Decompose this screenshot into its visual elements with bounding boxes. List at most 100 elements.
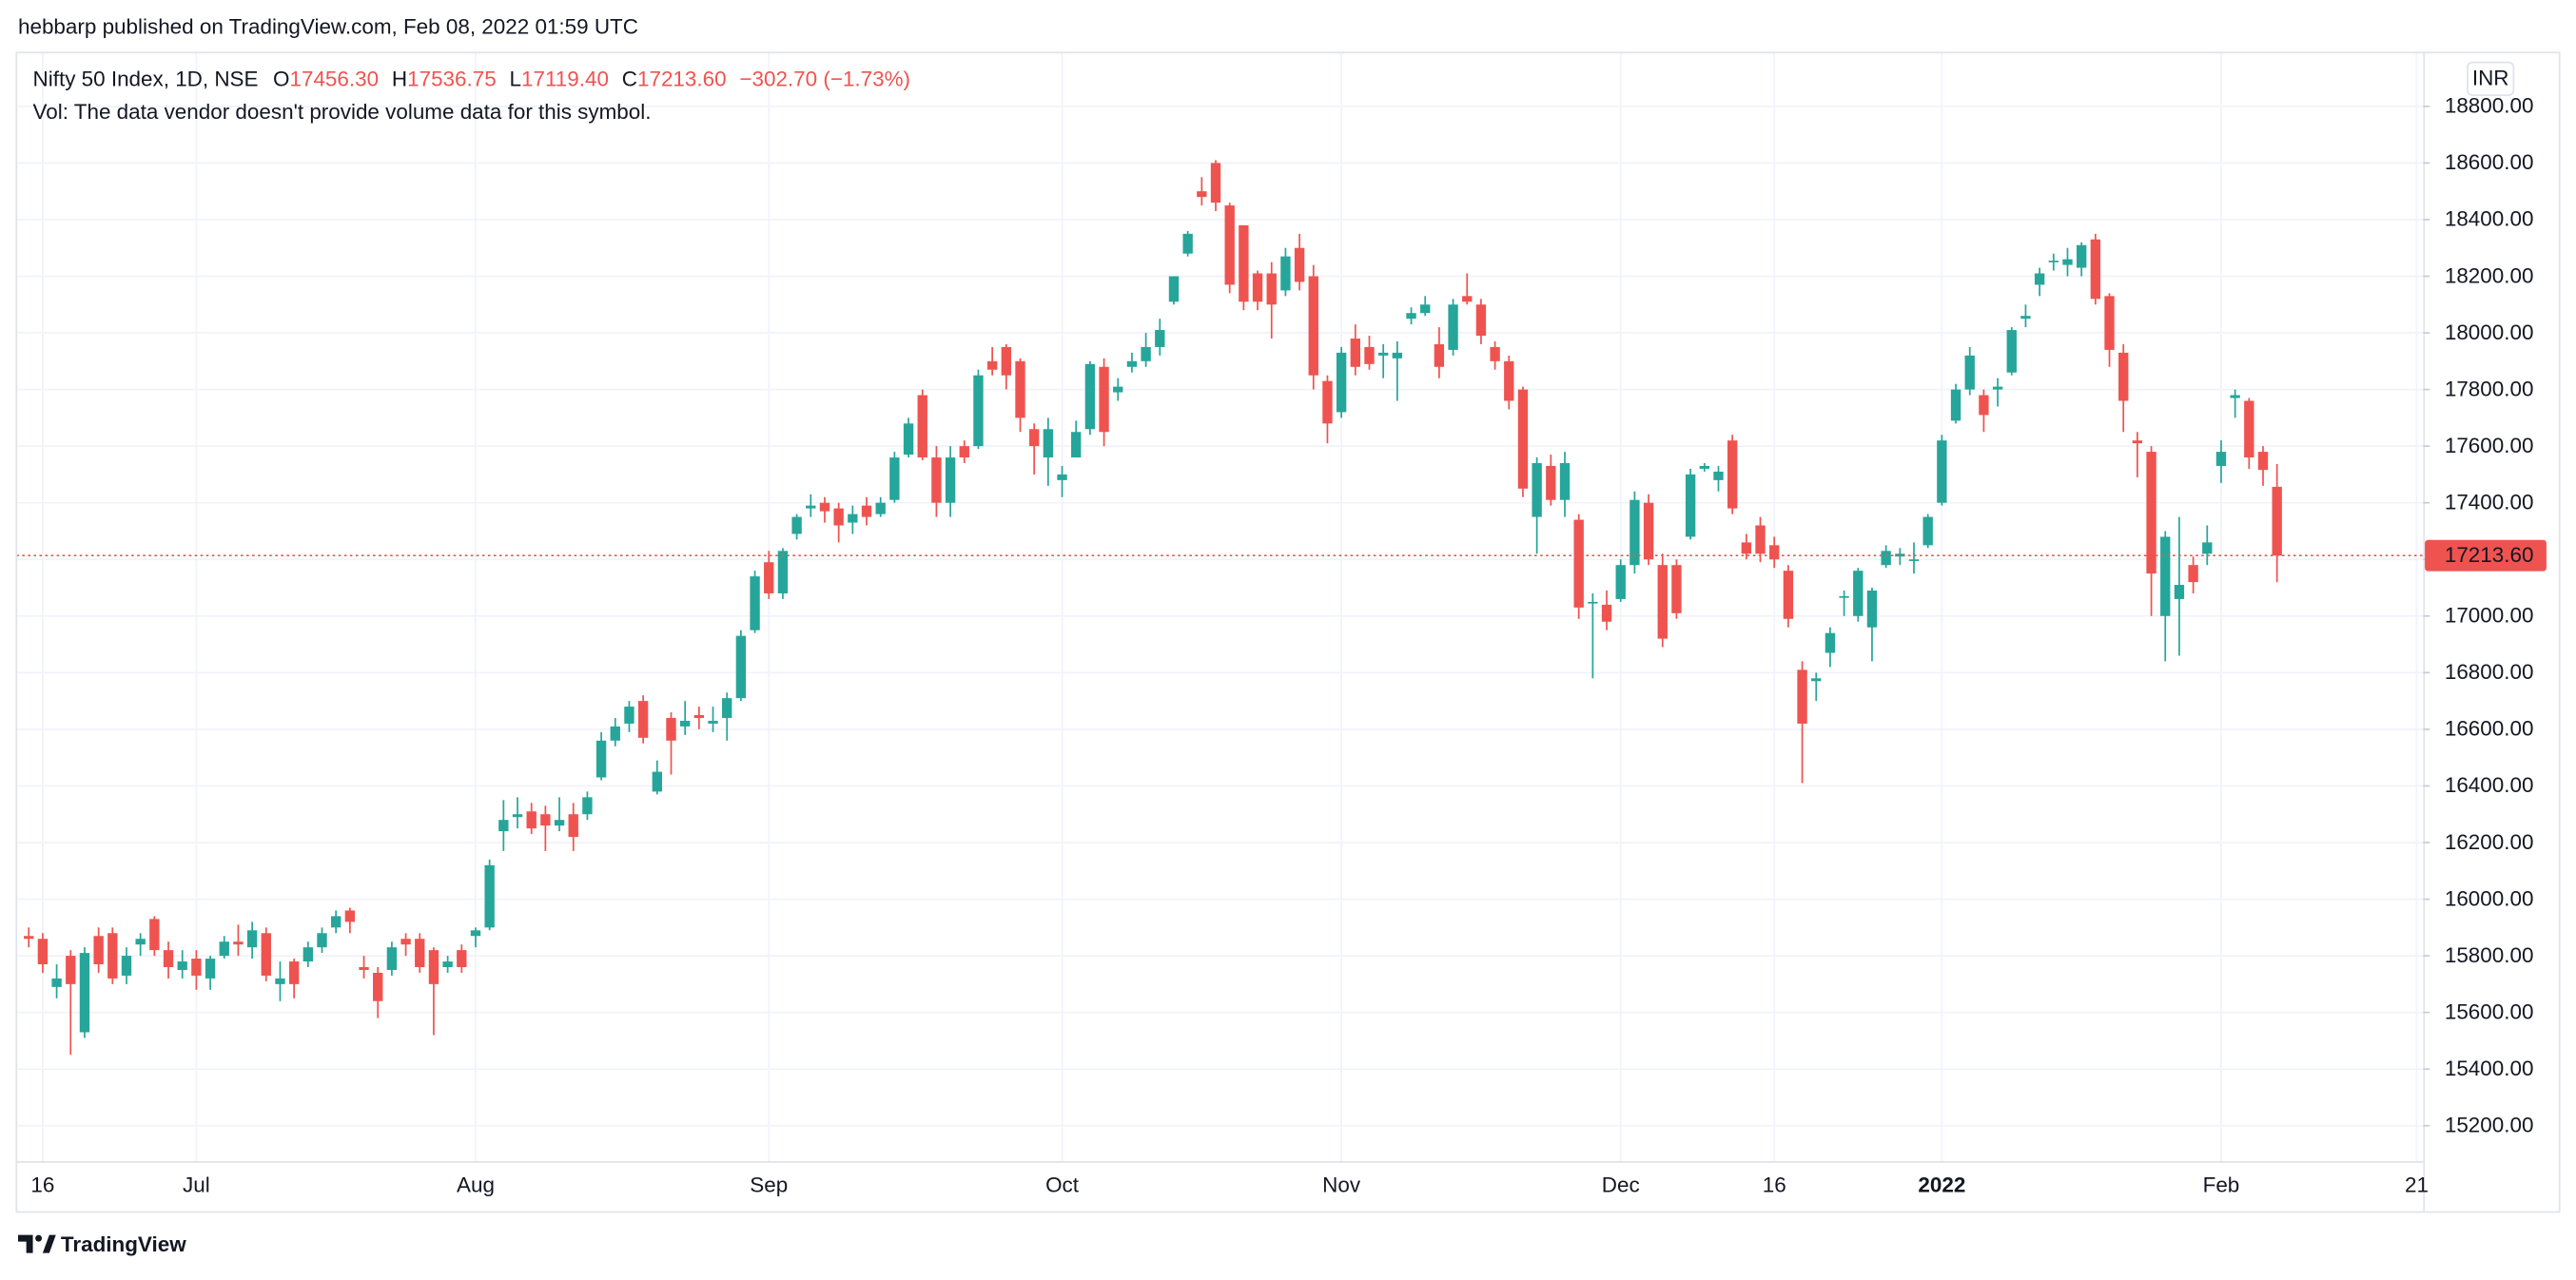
candle-body	[931, 457, 942, 503]
candle-body	[93, 936, 104, 965]
candle-body	[512, 814, 523, 818]
candle-body	[1420, 304, 1431, 314]
y-tick-label: 17400.00	[2445, 490, 2534, 514]
candle-body	[1546, 465, 1556, 500]
y-tick-label: 16200.00	[2445, 830, 2534, 854]
candle-body	[2230, 395, 2240, 398]
candle-body	[1937, 440, 1947, 503]
candle-body	[1825, 632, 1836, 653]
candle-body	[2174, 585, 2185, 599]
y-tick-label: 18800.00	[2445, 94, 2534, 118]
candle-body	[79, 953, 90, 1033]
candle-body	[986, 360, 998, 370]
plot-area	[16, 160, 2424, 1056]
y-tick-label: 18400.00	[2445, 207, 2534, 231]
candle-body	[1280, 256, 1291, 291]
candle-body	[1839, 595, 1849, 598]
candle-body	[708, 720, 718, 724]
candle-body	[973, 375, 984, 447]
candle-body	[1168, 276, 1180, 302]
candle-body	[1532, 463, 1542, 517]
candle-body	[1908, 559, 1920, 561]
x-tick-label: Aug	[457, 1173, 495, 1197]
candle-body	[1210, 163, 1221, 204]
candle-body	[400, 939, 411, 945]
y-tick-label: 18600.00	[2445, 150, 2534, 174]
y-tick-label: 18000.00	[2445, 320, 2534, 344]
candle-body	[373, 972, 383, 1001]
candle-body	[2202, 542, 2213, 554]
y-tick-label: 18200.00	[2445, 263, 2534, 287]
candle-body	[848, 514, 858, 523]
candle-body	[1155, 330, 1165, 347]
candle-body	[1755, 525, 1766, 554]
candle-body	[1797, 669, 1807, 724]
candle-body	[1239, 224, 1249, 302]
last-price-tag	[2425, 539, 2547, 572]
candle-body	[637, 701, 649, 738]
y-tick-label: 15200.00	[2445, 1114, 2534, 1137]
candle-body	[121, 956, 132, 976]
candle-body	[1126, 360, 1138, 367]
candle-body	[875, 502, 886, 514]
x-tick-label: Sep	[750, 1173, 788, 1197]
candle-body	[903, 423, 914, 456]
candle-body	[163, 950, 174, 968]
candle-body	[275, 978, 285, 984]
candle-body	[2272, 486, 2282, 556]
x-tick-label: Dec	[1602, 1173, 1640, 1197]
candle-body	[1057, 474, 1067, 480]
x-tick-label: Feb	[2203, 1173, 2240, 1197]
x-tick-label: 2022	[1918, 1173, 1965, 1197]
candle-body	[2048, 261, 2059, 262]
y-tick-label: 17000.00	[2445, 604, 2534, 628]
candle-body	[1713, 471, 1724, 480]
candle-body	[1308, 276, 1318, 376]
candle-body	[959, 446, 969, 458]
candle-body	[2160, 536, 2171, 616]
candle-body	[1685, 474, 1696, 537]
candle-body	[1015, 360, 1025, 418]
candle-body	[246, 930, 258, 948]
candle-body	[568, 814, 578, 838]
ohlc-value: 17536.75	[407, 68, 497, 91]
y-tick-label: 17600.00	[2445, 434, 2534, 457]
candle-body	[1630, 499, 1640, 566]
candle-body	[2215, 452, 2227, 466]
y-tick-label: 15800.00	[2445, 943, 2534, 967]
candle-body	[205, 959, 216, 979]
candle-body	[2244, 400, 2254, 458]
candle-body	[610, 726, 620, 741]
candle-body	[2076, 244, 2087, 268]
candle-body	[1727, 440, 1738, 509]
candle-body	[219, 941, 229, 957]
candle-body	[107, 933, 118, 979]
y-tick-label: 15600.00	[2445, 999, 2534, 1023]
candle-body	[1573, 519, 1584, 608]
candle-body	[1322, 380, 1333, 424]
logo-slash	[42, 1234, 56, 1253]
last-price-label: 17213.60	[2445, 543, 2534, 567]
currency[interactable]: INR	[2472, 67, 2509, 90]
currency-box[interactable]	[2467, 61, 2515, 97]
chart-frame	[15, 51, 2561, 1213]
volume-note: Vol: The data vendor doesn't provide vol…	[33, 100, 652, 124]
candle-body	[2062, 259, 2073, 265]
candle-body	[233, 941, 244, 945]
candle-body	[791, 516, 802, 534]
candle-body	[1406, 313, 1416, 320]
candle-body	[37, 939, 49, 965]
candle-body	[2034, 273, 2045, 285]
ohlc-value: 17119.40	[521, 68, 609, 91]
candle-body	[149, 919, 160, 951]
candle-body	[1504, 360, 1514, 401]
candle-body	[554, 820, 565, 826]
candle-body	[1881, 551, 1891, 566]
candle-body	[177, 961, 187, 970]
candle-body	[1866, 590, 1878, 628]
legend-line: Nifty 50 Index, 1D, NSE O17456.30 H17536.7…	[33, 68, 910, 91]
candle-body	[1113, 386, 1123, 393]
candle-body	[693, 715, 705, 718]
candle-body	[1336, 352, 1347, 413]
